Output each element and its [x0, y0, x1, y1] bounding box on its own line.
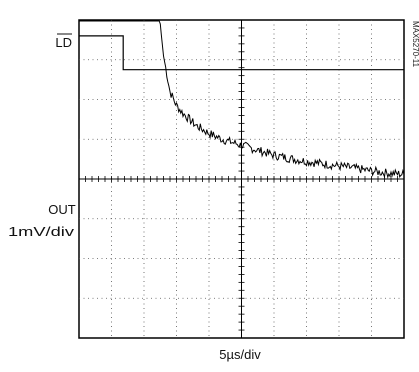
trace-ld [79, 35, 404, 71]
channel-label-ld: LD [55, 35, 72, 50]
grid [78, 19, 405, 339]
trace-out [79, 20, 405, 179]
figure-id: MAX5270-11 [411, 21, 419, 68]
channel-scale-out: 1mV/div [8, 224, 75, 239]
channel-label-out: OUT [48, 202, 76, 217]
traces [79, 20, 405, 179]
x-axis-label: 5µs/div [219, 347, 261, 362]
